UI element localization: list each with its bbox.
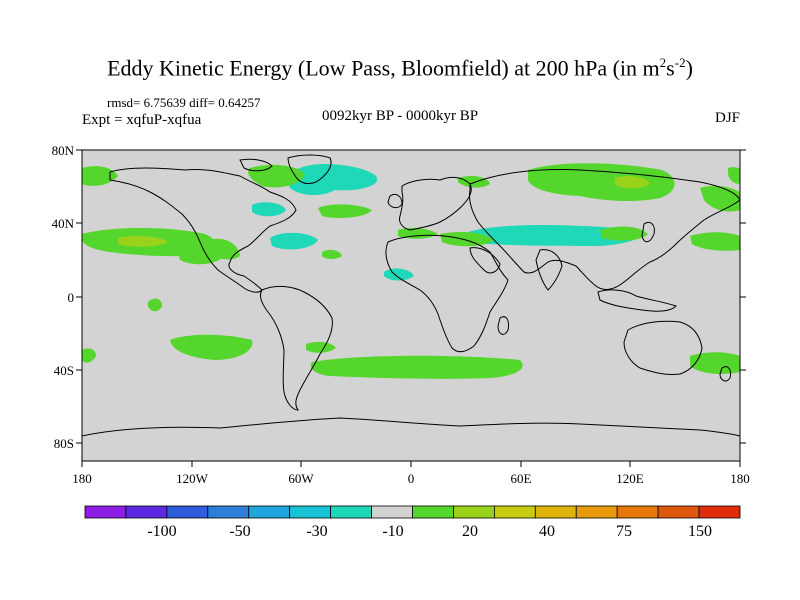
colorbar-box-11 xyxy=(534,505,577,519)
period-label: 0092kyr BP - 0000kyr BP xyxy=(322,108,479,124)
statistics-text: rmsd= 6.75639 diff= 0.64257 xyxy=(107,95,261,110)
coast-arctic-islands xyxy=(239,158,273,172)
colorbar-label-40: 40 xyxy=(539,523,555,540)
colorbar-box-0 xyxy=(84,505,127,519)
colorbar-label-150: 150 xyxy=(688,523,712,540)
lat-label-0: 0 xyxy=(68,290,75,305)
lat-label-40n: 40N xyxy=(52,216,75,231)
colorbar xyxy=(84,505,741,519)
coast-south-america xyxy=(259,285,333,411)
colorbar-label-75: 75 xyxy=(616,523,632,540)
coast-australia xyxy=(623,320,703,375)
lon-labels: 180 120W 60W 0 60E 120E 180 xyxy=(72,471,750,486)
colorbar-box-5 xyxy=(289,505,332,519)
patch-mexico-green xyxy=(210,238,240,260)
patch-arctic-green-east xyxy=(728,167,740,184)
patch-south-atlantic-green xyxy=(310,355,523,379)
colorbar-box-7 xyxy=(371,505,413,519)
colorbar-box-10 xyxy=(493,505,536,519)
colorbar-box-13 xyxy=(616,505,659,519)
colorbar-box-3 xyxy=(207,505,250,519)
colorbar-box-4 xyxy=(248,505,291,519)
patch-scandinavia-green xyxy=(458,176,490,188)
patch-south-america-green xyxy=(306,341,336,353)
coast-japan xyxy=(641,221,655,243)
coast-antarctica xyxy=(82,417,740,437)
patch-mid-atlantic-green xyxy=(318,204,372,218)
colorbar-box-12 xyxy=(575,505,618,519)
patch-china-green xyxy=(600,226,648,241)
coast-madagascar xyxy=(497,316,509,335)
coast-europe xyxy=(399,176,472,231)
patch-atlantic-cyan xyxy=(270,232,318,250)
patch-med-green xyxy=(398,227,438,239)
lat-ticks xyxy=(76,149,746,444)
patch-alaska-green xyxy=(82,166,118,186)
colorbar-box-14 xyxy=(657,505,700,519)
colorbar-box-9 xyxy=(453,505,495,519)
figure-title: Eddy Kinetic Energy (Low Pass, Bloomfiel… xyxy=(107,55,693,81)
lon-label-60e: 60E xyxy=(511,471,532,486)
patch-west-pacific-green xyxy=(690,232,740,251)
colorbar-label-minus10: -10 xyxy=(382,523,403,540)
map-background xyxy=(82,150,740,461)
patch-south-pacific-west-green xyxy=(82,348,96,363)
coast-north-america xyxy=(109,167,297,293)
lon-label-120w: 120W xyxy=(176,471,209,486)
patch-east-siberia-green xyxy=(700,185,740,212)
coast-arabia xyxy=(469,247,501,274)
coast-asia xyxy=(469,169,740,290)
colorbar-box-2 xyxy=(166,505,209,519)
colorbar-box-6 xyxy=(330,505,372,519)
lat-labels: 80N 40N 0 40S 80S xyxy=(52,143,75,451)
colorbar-labels: -100 -50 -30 -10 20 40 75 150 xyxy=(147,523,712,540)
coast-india xyxy=(535,249,563,291)
lon-label-60w: 60W xyxy=(288,471,314,486)
patch-north-america-cyan xyxy=(252,202,286,217)
patch-siberia-lightgreen xyxy=(615,176,650,189)
patch-tasman-green xyxy=(690,352,740,374)
colorbar-box-15 xyxy=(698,505,741,519)
lat-label-80s: 80S xyxy=(54,436,74,451)
colorbar-box-8 xyxy=(412,505,454,519)
colorbar-box-1 xyxy=(125,505,168,519)
patch-north-pacific-lightgreen xyxy=(118,235,168,247)
experiment-label: Expt = xqfuP-xqfua xyxy=(82,112,202,128)
colorbar-label-minus100: -100 xyxy=(147,523,176,540)
patch-tropical-pacific-green xyxy=(148,298,162,312)
coast-africa xyxy=(385,234,509,353)
lon-ticks xyxy=(81,461,741,467)
coast-greenland xyxy=(287,154,332,185)
lon-label-180w: 180 xyxy=(72,471,92,486)
lon-label-180e: 180 xyxy=(730,471,750,486)
coastlines xyxy=(82,154,740,437)
lat-label-80n: 80N xyxy=(52,143,75,158)
coast-british-isles xyxy=(387,193,403,209)
colorbar-label-minus30: -30 xyxy=(306,523,327,540)
patch-middle-east-cyan xyxy=(466,225,641,246)
coast-indonesia xyxy=(597,289,677,312)
coast-new-zealand xyxy=(719,366,731,382)
lon-label-120e: 120E xyxy=(616,471,644,486)
lat-label-40s: 40S xyxy=(54,363,74,378)
patch-siberia-green xyxy=(528,163,675,202)
lon-label-0: 0 xyxy=(408,471,415,486)
anomaly-patches xyxy=(82,163,740,379)
colorbar-label-minus50: -50 xyxy=(229,523,250,540)
patch-north-africa-green xyxy=(440,232,494,247)
patch-subtropical-atlantic-green xyxy=(322,249,342,259)
patch-south-pacific-green xyxy=(170,334,253,360)
season-label: DJF xyxy=(714,110,740,126)
patch-greenland-sea-cyan xyxy=(335,168,375,183)
colorbar-label-20: 20 xyxy=(462,523,478,540)
